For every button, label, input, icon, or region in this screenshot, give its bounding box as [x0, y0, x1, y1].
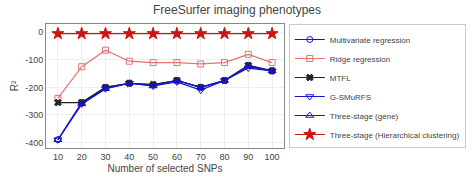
svg-text:30: 30 — [100, 152, 110, 162]
svg-text:Number of selected SNPs: Number of selected SNPs — [107, 163, 222, 174]
svg-text:50: 50 — [148, 152, 158, 162]
svg-text:90: 90 — [243, 152, 253, 162]
svg-text:Three-stage (gene): Three-stage (gene) — [330, 112, 399, 121]
svg-text:80: 80 — [219, 152, 229, 162]
svg-text:Ridge regression: Ridge regression — [330, 55, 390, 64]
svg-text:-400: -400 — [25, 138, 43, 148]
svg-text:70: 70 — [196, 152, 206, 162]
svg-text:Three-stage (Hierarchical clus: Three-stage (Hierarchical clustering) — [330, 131, 460, 140]
svg-text:FreeSurfer imaging phenotypes: FreeSurfer imaging phenotypes — [153, 3, 321, 17]
svg-text:-300: -300 — [25, 110, 43, 120]
svg-text:R²: R² — [9, 80, 20, 91]
svg-text:-200: -200 — [25, 83, 43, 93]
svg-text:Multivariate regression: Multivariate regression — [330, 36, 410, 45]
svg-text:-100: -100 — [25, 55, 43, 65]
svg-text:MTFL: MTFL — [330, 74, 351, 83]
svg-text:10: 10 — [53, 152, 63, 162]
svg-text:100: 100 — [265, 152, 280, 162]
svg-text:40: 40 — [124, 152, 134, 162]
svg-text:0: 0 — [38, 27, 43, 37]
svg-text:20: 20 — [77, 152, 87, 162]
svg-text:G-SMuRFS: G-SMuRFS — [330, 93, 371, 102]
svg-text:60: 60 — [172, 152, 182, 162]
